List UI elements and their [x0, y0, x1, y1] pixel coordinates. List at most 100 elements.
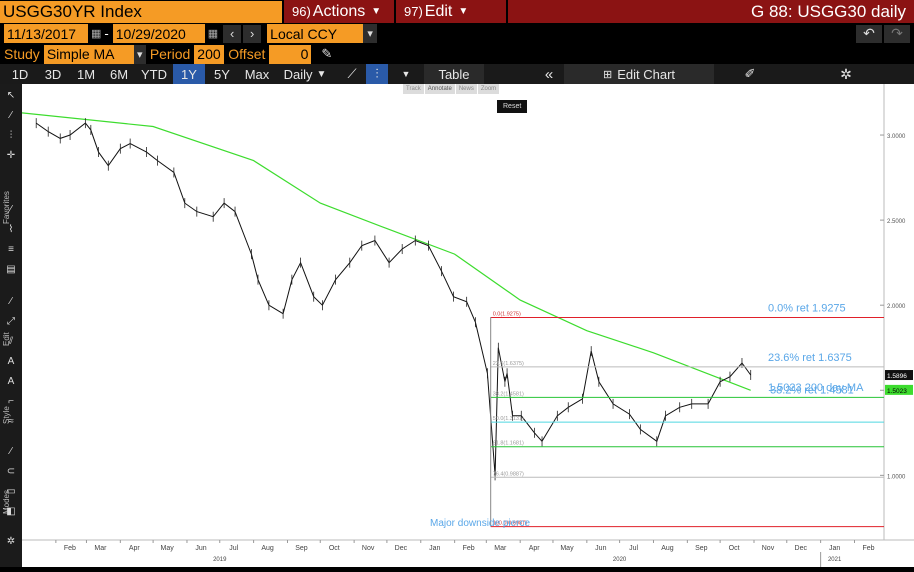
period-button-3d[interactable]: 3D — [44, 66, 62, 82]
price-chart[interactable]: 3.00002.50002.00001.50001.0000FebMarAprM… — [21, 84, 914, 567]
period-button-max[interactable]: Max — [244, 66, 270, 82]
x-tick-label: May — [160, 545, 174, 552]
snap-icon[interactable]: ▭ — [6, 486, 16, 497]
annotation-text: Major downside pierce — [430, 518, 530, 529]
cursor-icon[interactable]: ↖ — [6, 90, 16, 101]
brush-icon[interactable]: ⌇ — [8, 224, 14, 235]
chevron-down-icon[interactable]: ▾ — [133, 44, 146, 64]
x-tick-label: Nov — [362, 545, 375, 552]
fib-level-tag: 76.4(0.9887) — [493, 471, 524, 477]
annotate-button[interactable]: Annotate — [424, 84, 455, 94]
x-tick-label: Jan — [829, 545, 840, 552]
ma-label: 1.5023 200 day MA — [768, 382, 864, 394]
fib-level-tag: 100.0(0.6987) — [493, 521, 527, 527]
line-chart-icon[interactable]: ⟋ — [347, 66, 357, 81]
x-tick-label: Aug — [261, 545, 274, 552]
y-tick-label: 3.0000 — [887, 134, 906, 140]
start-date-field[interactable]: 11/13/2017 — [4, 24, 88, 43]
offset-input[interactable]: 0 — [269, 44, 312, 64]
period-input[interactable]: 200 — [194, 44, 225, 64]
chevron-down-icon[interactable]: ▾ — [363, 24, 378, 43]
ticker-field[interactable]: USGG30YR Index — [0, 0, 180, 23]
frequency-select[interactable]: Daily ▼ — [283, 66, 327, 82]
annotate-icon[interactable]: ✐ — [744, 66, 756, 81]
line-tool-icon[interactable]: ∕ — [10, 296, 12, 307]
redo-icon[interactable]: ↷ — [884, 24, 910, 43]
bar-chart-icon[interactable]: ⫶ — [366, 64, 388, 84]
period-button-1d[interactable]: 1D — [11, 66, 29, 82]
x-tick-label: Dec — [795, 545, 808, 552]
table-button[interactable]: Table — [424, 64, 484, 84]
edit-chart-button[interactable]: ⊞ Edit Chart — [564, 64, 714, 84]
lock-icon[interactable]: ◧ — [6, 506, 16, 517]
collapse-icon[interactable]: « — [544, 65, 554, 83]
offset-label: Offset — [228, 46, 266, 62]
fib-label: 23.6% ret 1.6375 — [768, 352, 852, 364]
trendline-icon[interactable]: ∕ — [10, 110, 12, 121]
calendar-icon[interactable]: ▦ — [207, 28, 219, 40]
period-buttons: 1D 3D 1M 6M YTD 1Y 5Y Max — [4, 64, 276, 84]
study-label: Study — [4, 46, 40, 62]
text-tool-icon[interactable]: A — [7, 356, 15, 367]
end-date-field[interactable]: 10/29/2020 — [112, 24, 205, 43]
period-button-ytd[interactable]: YTD — [141, 66, 167, 82]
news-button[interactable]: News — [455, 84, 477, 94]
x-tick-label: Sep — [295, 545, 308, 552]
x-tick-label: Jul — [229, 545, 238, 552]
prev-arrow-icon[interactable]: ‹ — [223, 24, 242, 43]
year-label: 2020 — [613, 557, 627, 563]
last-price-tag — [885, 370, 913, 381]
study-type-select[interactable]: Simple MA — [43, 44, 134, 64]
x-tick-label: Oct — [729, 545, 740, 552]
ma-value-label: 1.5023 — [887, 388, 907, 395]
chart-canvas: 3.00002.50002.00001.50001.0000FebMarAprM… — [21, 84, 914, 567]
actions-menu[interactable]: 96) Actions ▼ — [284, 0, 396, 23]
fib-label: 0.0% ret 1.9275 — [768, 303, 846, 315]
y-axis-area — [884, 84, 914, 567]
bar-tool-icon[interactable]: ⫶ — [9, 130, 13, 141]
undo-icon[interactable]: ↶ — [856, 24, 882, 43]
crosshair-icon[interactable]: ✛ — [6, 150, 16, 161]
date-separator: - — [104, 26, 109, 41]
chevron-down-icon[interactable]: ▼ — [401, 69, 411, 79]
period-button-1m[interactable]: 1M — [76, 66, 96, 82]
reset-button[interactable]: Reset — [497, 100, 528, 113]
pencil-icon[interactable]: ✎ — [321, 46, 333, 61]
fib-level-tag: 38.2(1.4581) — [493, 391, 524, 397]
x-tick-label: Jul — [629, 545, 638, 552]
shape-tool-icon[interactable]: A — [7, 376, 15, 387]
edit-menu[interactable]: 97) Edit ▼ — [396, 0, 508, 23]
pen-icon[interactable]: ∕ — [10, 446, 12, 457]
line-style-icon[interactable]: ⌐ — [8, 396, 14, 407]
line-tool-icon[interactable]: ∕ — [10, 204, 12, 215]
zoom-button[interactable]: Zoom — [477, 84, 500, 94]
settings-icon[interactable]: ✲ — [6, 536, 16, 547]
fib-level-tag: 50.0(1.3131) — [493, 416, 524, 422]
year-label: 2019 — [213, 557, 227, 563]
x-tick-label: Jun — [595, 545, 606, 552]
currency-select[interactable]: Local CCY — [267, 24, 364, 43]
x-tick-label: Feb — [862, 545, 874, 552]
gear-icon[interactable]: ✲ — [840, 65, 852, 82]
x-tick-label: Nov — [762, 545, 775, 552]
x-tick-label: Mar — [94, 545, 107, 552]
channel-tool-icon[interactable]: ⫽ — [8, 336, 14, 347]
fib-tool-icon[interactable]: ≡ — [8, 244, 14, 255]
arrow-tool-icon[interactable]: ⤢ — [7, 316, 15, 327]
x-tick-label: May — [560, 545, 574, 552]
magnet-icon[interactable]: ⊂ — [6, 466, 16, 477]
window-title: G 88: USGG30 daily — [508, 0, 914, 23]
last-price-label: 1.5896 — [887, 373, 907, 380]
grid-tool-icon[interactable]: ▤ — [6, 264, 16, 275]
period-button-1y[interactable]: 1Y — [173, 64, 205, 84]
calendar-icon[interactable]: ▦ — [91, 28, 102, 40]
title-bar: USGG30YR Index 96) Actions ▼ 97) Edit ▼ G 88… — [0, 0, 914, 23]
next-arrow-icon[interactable]: › — [243, 24, 262, 43]
ma-value-tag — [885, 384, 913, 395]
color-icon[interactable]: ≈ — [8, 416, 14, 427]
period-button-5y[interactable]: 5Y — [214, 66, 230, 82]
track-button[interactable]: Track — [403, 84, 424, 94]
period-button-6m[interactable]: 6M — [109, 66, 129, 82]
date-range-bar: 11/13/2017 ▦ - 10/29/2020 ▦ ‹ › Local CC… — [0, 23, 914, 44]
y-tick-label: 2.0000 — [887, 304, 906, 310]
